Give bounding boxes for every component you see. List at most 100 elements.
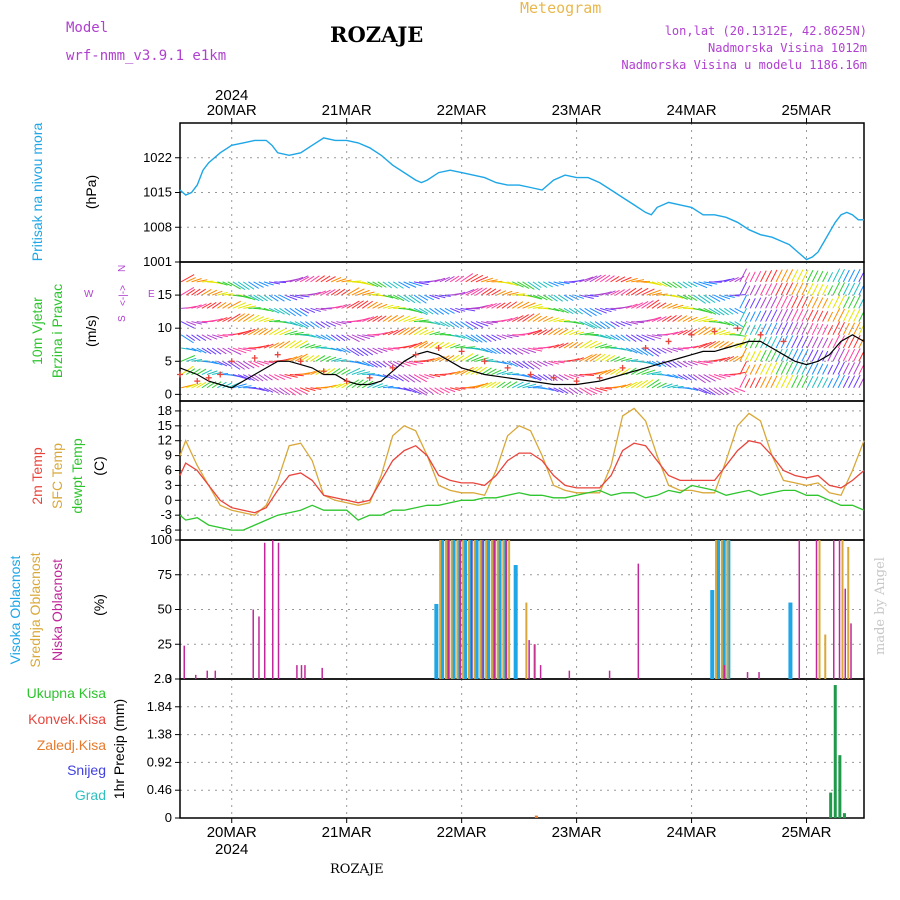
- wind-barb: [770, 322, 778, 336]
- wind-barb: [630, 287, 643, 296]
- wind-gust-marker: [274, 351, 281, 358]
- wind-barb: [615, 356, 626, 362]
- wind-barb: [305, 370, 316, 376]
- wind-barb: [191, 334, 201, 342]
- wind-barb: [341, 382, 351, 389]
- wind-barb: [791, 348, 799, 362]
- wind-barb: [646, 316, 662, 323]
- wind-barb: [811, 323, 819, 336]
- bar-cloud-mid: [444, 540, 447, 679]
- wind-barb: [300, 372, 311, 376]
- wind-barb: [579, 339, 593, 349]
- wind-barb: [475, 382, 489, 389]
- wind-barb: [424, 307, 434, 315]
- y-tick-label: 75: [158, 567, 172, 582]
- wind-barb: [186, 383, 197, 389]
- wind-barb: [574, 387, 584, 394]
- wind-barb: [258, 307, 270, 312]
- wind-barb: [672, 294, 684, 299]
- wind-barb: [543, 316, 554, 323]
- wind-barb: [749, 271, 756, 283]
- wind-barb: [553, 387, 564, 394]
- wind-barb: [775, 362, 783, 375]
- wind-barb: [620, 334, 631, 342]
- wind-barb: [739, 308, 748, 322]
- wind-barb: [274, 294, 285, 302]
- wind-barb: [527, 360, 541, 370]
- wind-barb: [656, 347, 667, 354]
- wind-gust-marker: [688, 331, 695, 338]
- wind-barb: [336, 347, 347, 353]
- wind-barb: [713, 307, 725, 316]
- wind-barb: [356, 360, 370, 367]
- wind-barb: [610, 276, 620, 283]
- wind-barb: [242, 314, 255, 322]
- wind-barb: [227, 360, 241, 370]
- wind-barb: [486, 279, 498, 283]
- wind-barb: [754, 363, 762, 375]
- y-axis-unit-wind: (m/s): [83, 315, 99, 347]
- wind-barb: [672, 330, 684, 336]
- wind-barb: [816, 376, 824, 388]
- wind-barb: [310, 345, 322, 349]
- bar-cloud-low: [482, 540, 484, 679]
- bar-cloud-low: [321, 667, 323, 679]
- wind-barb: [372, 302, 383, 309]
- wind-barb: [558, 328, 569, 336]
- wind-barb: [274, 374, 286, 381]
- wind-barb: [734, 343, 745, 349]
- wind-barb: [491, 289, 501, 296]
- wind-barb: [801, 309, 809, 322]
- wind-barb: [620, 347, 632, 353]
- wind-barb: [206, 347, 217, 355]
- wind-barb: [511, 347, 524, 355]
- wind-gust-marker: [435, 345, 442, 352]
- wind-barb: [377, 360, 387, 368]
- wind-barb: [625, 303, 638, 309]
- wind-barb: [382, 304, 394, 309]
- wind-barb: [584, 353, 597, 362]
- wind-barb: [599, 354, 611, 362]
- wind-barb: [263, 374, 273, 381]
- top-axis-day-label: 22MAR: [437, 102, 487, 119]
- wind-barb: [677, 315, 688, 322]
- wind-gust-marker: [389, 364, 396, 371]
- wind-barb: [191, 368, 201, 375]
- wind-barb: [822, 311, 829, 322]
- wind-barb: [217, 317, 228, 323]
- wind-barb: [268, 387, 279, 394]
- wind-barb: [780, 361, 788, 375]
- wind-barb: [377, 331, 388, 336]
- wind-barb: [765, 362, 773, 375]
- wind-barb: [698, 360, 713, 364]
- wind-barb: [186, 334, 196, 342]
- wind-barb: [310, 321, 320, 329]
- wind-barb: [325, 288, 336, 296]
- wind-barb: [739, 334, 748, 349]
- wind-barb: [553, 281, 565, 286]
- wind-barb: [775, 282, 783, 296]
- wind-barb: [811, 349, 819, 362]
- bar-cloud-high: [440, 540, 445, 679]
- wind-barb: [455, 275, 465, 283]
- wind-barb: [268, 307, 280, 314]
- wind-barb: [677, 374, 688, 381]
- wind-barb: [222, 360, 232, 367]
- wind-barb: [630, 380, 643, 389]
- wind-gust-marker: [527, 371, 534, 378]
- wind-barb: [403, 387, 417, 394]
- wind-barb: [356, 317, 370, 323]
- wind-barb: [273, 387, 285, 395]
- wind-barb: [237, 360, 250, 370]
- y-tick-label: 1.84: [147, 699, 172, 714]
- wind-barb: [806, 362, 814, 375]
- wind-barb: [765, 269, 773, 283]
- y-tick-label: 0: [165, 492, 172, 507]
- wind-barb: [842, 375, 850, 388]
- wind-barb: [651, 302, 661, 309]
- y-tick-label: 0: [165, 386, 172, 401]
- wind-barb: [625, 287, 637, 296]
- bar-cloud-high: [710, 590, 715, 679]
- wind-barb: [532, 374, 542, 380]
- wind-barb: [299, 355, 309, 362]
